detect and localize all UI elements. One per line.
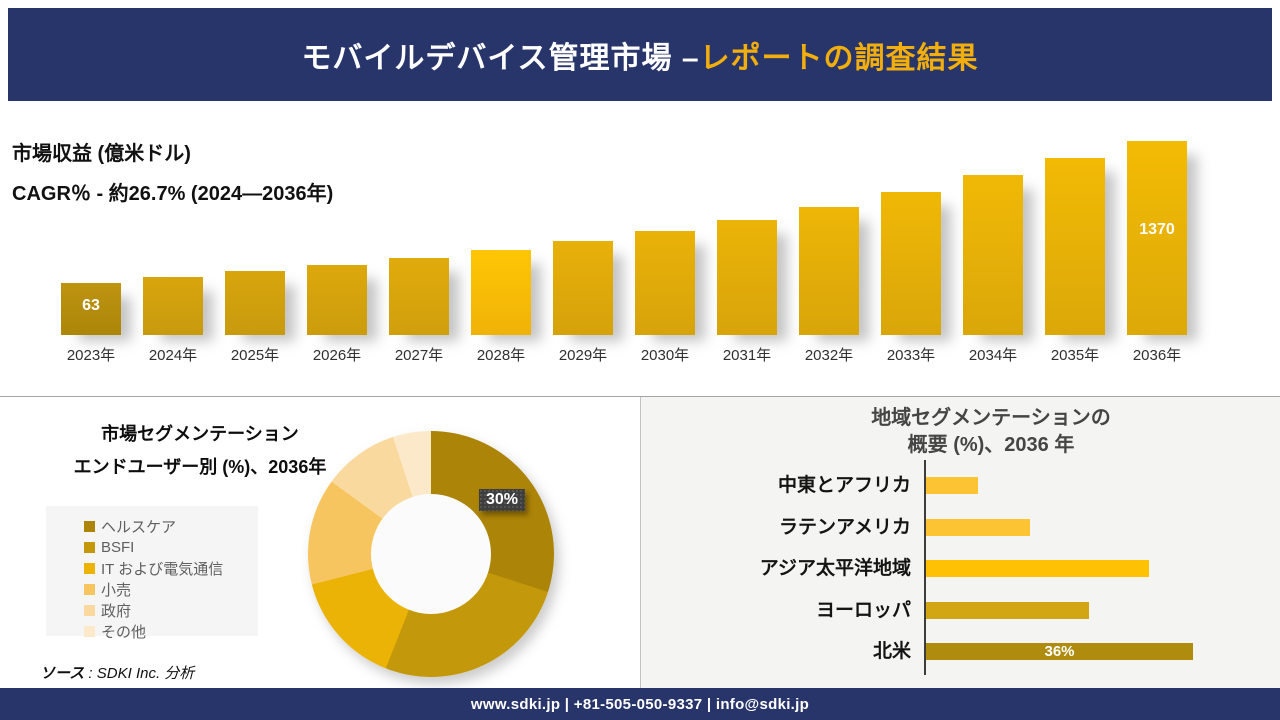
revenue-bar: [717, 220, 777, 335]
legend-swatch-icon: [84, 604, 95, 616]
legend-label: BSFI: [101, 538, 135, 556]
legend-label: 政府: [101, 602, 132, 620]
legend-item: その他: [84, 621, 258, 641]
page-title: モバイルデバイス管理市場 –レポートの調査結果: [301, 33, 978, 77]
bar-year-label: 2034年: [968, 347, 1018, 364]
page-title-main: モバイルデバイス管理市場 –: [301, 41, 700, 75]
region-axis-line: [924, 460, 926, 675]
region-title-line1: 地域セグメンテーションの: [871, 407, 1111, 429]
legend-swatch-icon: [84, 625, 95, 637]
bar-year-label: 2023年: [66, 347, 116, 364]
header-banner: モバイルデバイス管理市場 –レポートの調査結果: [8, 8, 1272, 101]
source-note: ソース : SDKI Inc. 分析: [40, 662, 194, 683]
page-title-accent: レポートの調査結果: [699, 41, 979, 75]
region-title-line2: 概要 (%)、2036 年: [907, 434, 1075, 456]
region-row-label: ヨーロッパ: [815, 600, 911, 621]
section-divider: [0, 396, 1280, 397]
legend-swatch-icon: [84, 520, 95, 532]
region-row-label: アジア太平洋地域: [759, 558, 911, 579]
region-bar-value: 36%: [1044, 643, 1075, 660]
bar-year-label: 2030年: [640, 347, 690, 364]
region-bar: [926, 560, 1149, 577]
legend-swatch-icon: [84, 541, 95, 553]
revenue-bar: 63: [61, 283, 121, 335]
bar-year-label: 2027年: [394, 347, 444, 364]
legend-item: 小売: [84, 579, 258, 599]
legend-swatch-icon: [84, 583, 95, 595]
revenue-bar: [635, 231, 695, 335]
revenue-bar: [225, 271, 285, 335]
legend-swatch-icon: [84, 562, 95, 574]
donut-callout-label: 30%: [479, 489, 526, 511]
revenue-bar: [143, 277, 203, 335]
bar-year-label: 2033年: [886, 347, 936, 364]
donut-legend: ヘルスケア BSFI IT および電気通信 小売政府その他: [46, 506, 258, 641]
footer-contact: www.sdki.jp | +81-505-050-9337 | info@sd…: [470, 695, 810, 713]
bar-year-label: 2029年: [558, 347, 608, 364]
bar-year-label: 2026年: [312, 347, 362, 364]
region-bar: [926, 519, 1030, 536]
bar-value-label: 63: [82, 297, 100, 314]
bar-year-label: 2025年: [230, 347, 280, 364]
revenue-bar: [963, 175, 1023, 335]
bar-year-label: 2032年: [804, 347, 854, 364]
bar-year-label: 2031年: [722, 347, 772, 364]
legend-item: IT および電気通信: [84, 558, 258, 578]
region-row-label: 中東とアフリカ: [777, 475, 911, 496]
revenue-bar: 1370: [1127, 141, 1187, 335]
bar-year-label: 2024年: [148, 347, 198, 364]
legend-label: 小売: [101, 581, 132, 599]
segmentation-title-line2: エンドユーザー別 (%)、2036年: [73, 457, 327, 477]
region-panel-title: 地域セグメンテーションの 概要 (%)、2036 年: [731, 405, 1251, 459]
region-row-label: 北米: [872, 641, 911, 662]
region-bar: [926, 477, 978, 494]
bar-year-label: 2035年: [1050, 347, 1100, 364]
revenue-bar: [307, 265, 367, 335]
region-bar: 36%: [926, 643, 1193, 660]
legend-label: ヘルスケア: [101, 518, 177, 536]
revenue-bar: [471, 250, 531, 335]
revenue-bar: [553, 241, 613, 335]
revenue-bar: [799, 207, 859, 335]
revenue-bar: [1045, 158, 1105, 335]
legend-label: その他: [101, 623, 147, 641]
footer-banner: www.sdki.jp | +81-505-050-9337 | info@sd…: [0, 688, 1280, 720]
donut-hole: [371, 494, 491, 614]
legend-item: BSFI: [84, 537, 258, 557]
cagr-label: CAGR％ - 約26.7% (2024―2036年): [12, 183, 334, 205]
source-prefix: ソース: [40, 665, 85, 682]
revenue-bar: [389, 258, 449, 335]
region-bar: [926, 602, 1089, 619]
region-row-label: ラテンアメリカ: [778, 517, 911, 538]
legend-label: IT および電気通信: [101, 560, 224, 578]
revenue-bar: [881, 192, 941, 335]
revenue-metric-label: 市場収益 (億米ドル): [12, 143, 191, 165]
segmentation-title-line1: 市場セグメンテーション: [101, 424, 299, 444]
bar-year-label: 2028年: [476, 347, 526, 364]
legend-item: ヘルスケア: [84, 516, 258, 536]
bar-value-label: 1370: [1139, 221, 1175, 238]
revenue-bar-chart: 市場収益 (億米ドル) CAGR％ - 約26.7% (2024―2036年) …: [0, 101, 1280, 396]
source-text: : SDKI Inc. 分析: [84, 665, 195, 682]
region-panel: 地域セグメンテーションの 概要 (%)、2036 年 中東とアフリカ ラテンアメリ…: [640, 397, 1280, 688]
legend-item: 政府: [84, 600, 258, 620]
bar-year-label: 2036年: [1132, 347, 1182, 364]
segmentation-title: 市場セグメンテーション エンドユーザー別 (%)、2036年: [30, 418, 370, 484]
